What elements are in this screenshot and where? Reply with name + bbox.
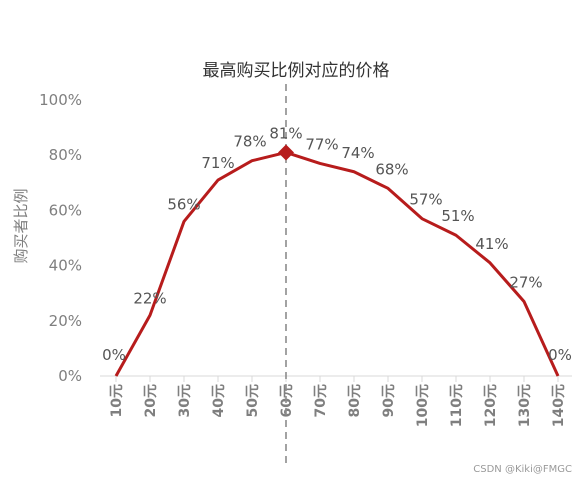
y-axis-label: 购买者比例 — [12, 188, 30, 263]
x-tick-label: 10元 — [109, 384, 125, 417]
data-label: 71% — [201, 154, 234, 172]
x-tick-label: 110元 — [449, 384, 465, 427]
x-axis-ticks: 10元 20元 30元 40元 50元 60元 70元 80元 90元 100元 110元 120元 1… — [109, 376, 567, 427]
y-axis-ticks: 0% 20% 40% 60% 80% 100% — [39, 91, 82, 385]
x-tick-label: 70元 — [313, 384, 329, 417]
x-tick-label: 30元 — [177, 384, 193, 417]
chart-title: 最高购买比例对应的价格 — [203, 61, 390, 81]
data-label: 51% — [441, 207, 474, 225]
x-tick-label: 60元 — [279, 384, 295, 417]
watermark: CSDN @Kiki@FMGC — [473, 464, 572, 475]
y-tick-label: 80% — [49, 146, 82, 164]
x-tick-label: 90元 — [381, 384, 397, 417]
x-tick-label: 40元 — [211, 384, 227, 417]
y-tick-label: 60% — [49, 201, 82, 219]
data-label: 81% — [269, 124, 302, 142]
max-point-marker — [278, 144, 294, 161]
x-tick-label: 120元 — [483, 384, 499, 427]
data-label: 56% — [167, 195, 200, 213]
data-label: 41% — [475, 235, 508, 253]
x-tick-label: 130元 — [517, 384, 533, 427]
x-tick-label: 140元 — [551, 384, 567, 427]
data-label: 77% — [305, 135, 338, 153]
y-tick-label: 20% — [49, 312, 82, 330]
y-tick-label: 0% — [58, 367, 82, 385]
data-label: 0% — [102, 346, 126, 364]
x-tick-label: 20元 — [143, 384, 159, 417]
data-label: 68% — [375, 160, 408, 178]
data-label: 27% — [509, 273, 542, 291]
data-label: 0% — [548, 346, 572, 364]
data-label: 22% — [133, 289, 166, 307]
y-tick-label: 40% — [49, 257, 82, 275]
series-line — [114, 150, 560, 377]
x-tick-label: 100元 — [415, 384, 431, 427]
data-label: 78% — [233, 133, 266, 151]
x-tick-label: 50元 — [245, 384, 261, 417]
data-label: 57% — [409, 191, 442, 209]
data-label: 74% — [341, 144, 374, 162]
data-labels: 0% 22% 56% 71% 78% 81%77% 74%68%57%51%41% 27% 0% — [102, 124, 572, 364]
y-tick-label: 100% — [39, 91, 82, 109]
x-tick-label: 80元 — [347, 384, 363, 417]
